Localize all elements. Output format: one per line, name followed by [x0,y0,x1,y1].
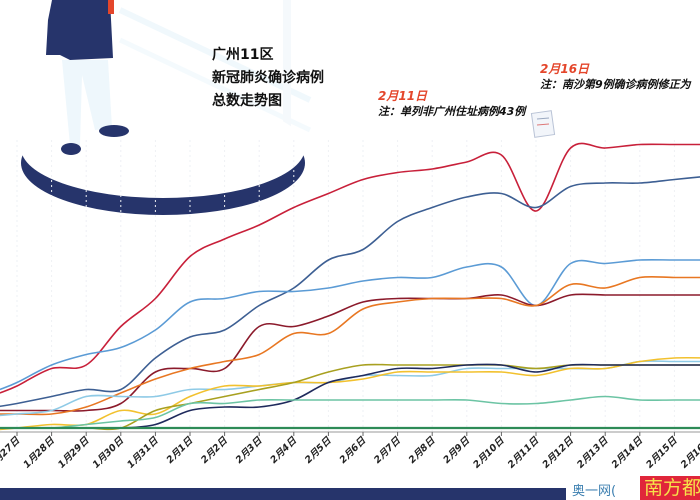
site-logo: 奥一网( [572,484,617,499]
series-line-10 [0,395,700,430]
annotation-feb11: 2月11日 注：单列非广州住址病例43例 [378,89,525,119]
x-tick-label: 2月5日 [303,435,334,466]
annotation-date: 2月16日 [540,62,590,76]
series-line-2 [0,176,700,408]
footer-bar [0,488,566,500]
annotation-note: 注：南沙第9例确诊病例修正为 [540,78,691,91]
x-tick-label: 2月2日 [199,435,230,466]
series-line-5 [0,275,700,416]
x-tick-label: 2月13日 [575,435,611,471]
series-line-7 [0,356,700,431]
series-line-3 [0,258,700,391]
x-tick-label: 1月31日 [125,435,161,471]
series-line-4 [0,293,700,412]
annotation-date: 2月11日 [378,89,428,103]
person-illustration [46,0,129,155]
x-tick-label: 1月30日 [91,435,127,471]
series-lines [0,142,700,431]
title-line: 新冠肺炎确诊病例 [212,70,324,86]
document-icon [530,110,556,138]
x-tick-label: 2月14日 [610,435,646,471]
x-tick-label: 2月9日 [441,435,472,466]
annotation-feb16: 2月16日 注：南沙第9例确诊病例修正为 [540,62,691,92]
x-tick-label: 2月1日 [165,435,196,466]
x-tick-label: 2月6日 [338,435,369,466]
title-line: 广州11区 [212,47,274,63]
background-grid-lines [118,0,312,160]
x-tick-label: 2月10日 [471,435,507,471]
chart-title: 广州11区 新冠肺炎确诊病例 总数走势图 [212,44,324,113]
x-tick-label: 2月11日 [506,435,542,471]
platform-illustration [21,98,305,215]
x-tick-label: 2月4日 [268,435,299,466]
x-tick-label: 1月29日 [56,435,92,471]
x-tick-label: 2月3日 [234,435,265,466]
title-line: 总数走势图 [212,93,282,109]
series-line-1 [0,142,700,394]
grid [16,140,675,432]
x-tick-label: 2月8日 [407,435,438,466]
x-axis-ticks: 1月27日 1月28日 1月29日 1月30日 1月31日 2月1日 2月2日 2月3日 2月4… [0,432,700,471]
x-tick-label: 1月27日 [0,435,22,471]
newspaper-logo: 南方都 [640,476,700,500]
x-tick-label: 2月7日 [372,435,403,466]
x-tick-label: 2月12日 [540,435,576,471]
x-tick-label: 1月28日 [21,435,57,471]
x-tick-label: 2月16日 [679,435,700,471]
x-tick-label: 2月15日 [644,435,680,471]
annotation-note: 注：单列非广州住址病例43例 [378,105,526,118]
